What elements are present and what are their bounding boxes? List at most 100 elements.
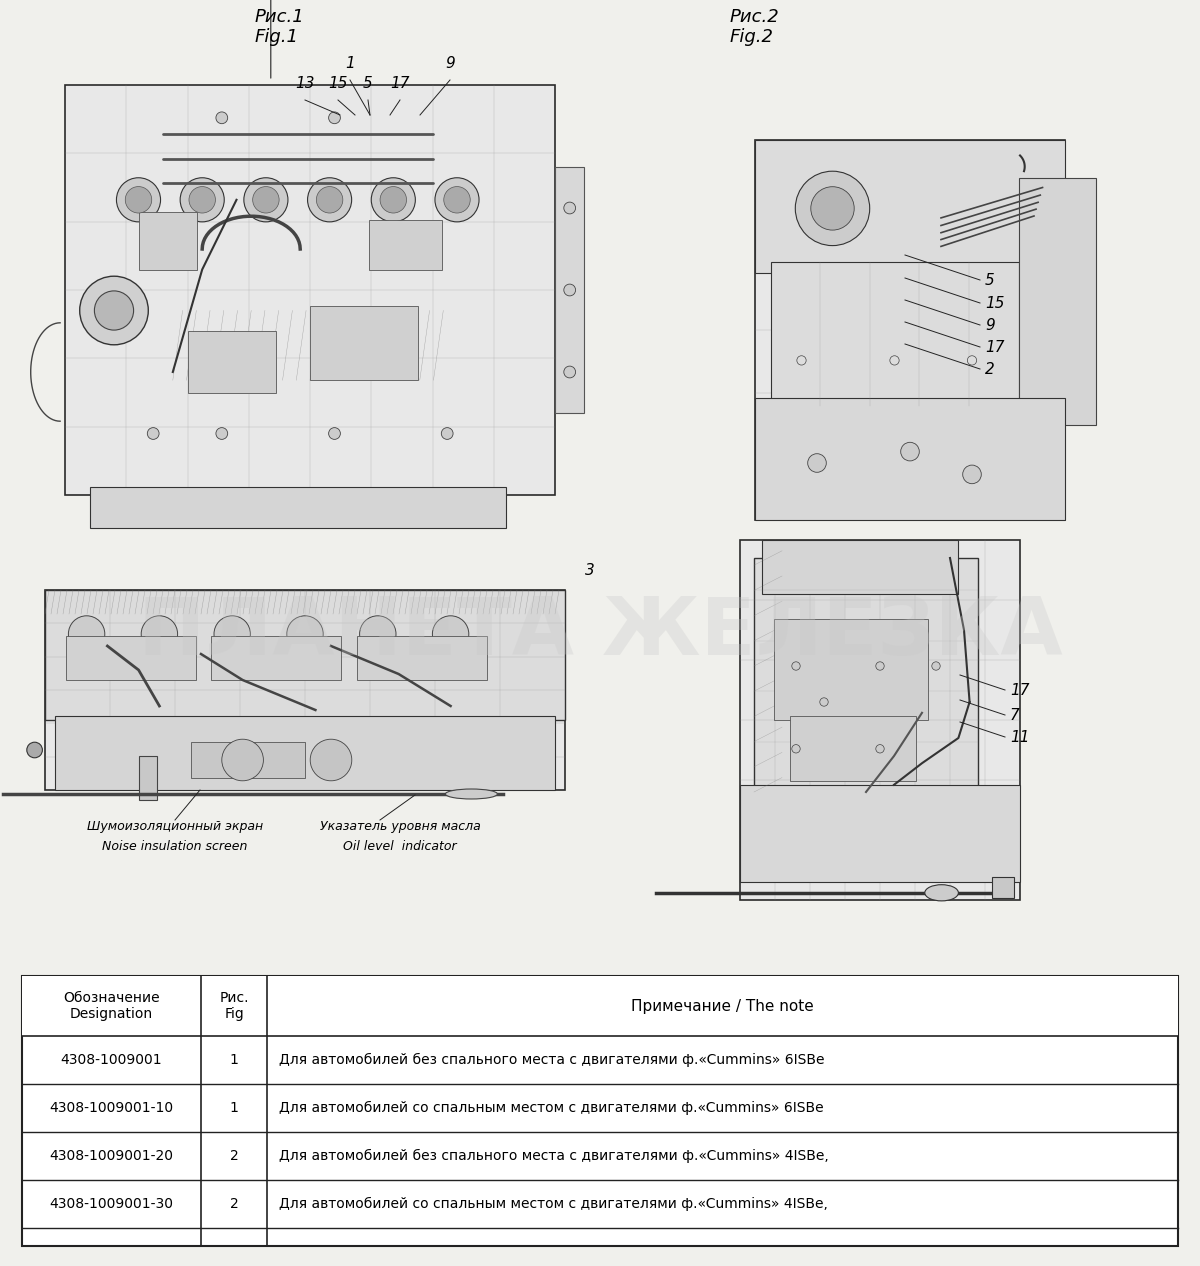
- Circle shape: [125, 186, 151, 213]
- Text: 9: 9: [985, 318, 995, 333]
- Text: 15: 15: [985, 296, 1004, 311]
- Text: Указатель уровня масла: Указатель уровня масла: [319, 820, 480, 833]
- Text: 1: 1: [229, 1053, 239, 1067]
- Circle shape: [797, 356, 806, 365]
- Text: 7: 7: [1010, 708, 1020, 723]
- Circle shape: [68, 615, 104, 652]
- Bar: [774, 619, 928, 720]
- Bar: [770, 262, 1019, 406]
- Circle shape: [142, 615, 178, 652]
- Text: Fig.2: Fig.2: [730, 28, 774, 46]
- Circle shape: [188, 186, 216, 213]
- Circle shape: [253, 186, 280, 213]
- Ellipse shape: [925, 885, 959, 901]
- Circle shape: [564, 284, 576, 296]
- Bar: [187, 330, 276, 392]
- Bar: [740, 541, 1020, 900]
- Circle shape: [329, 428, 341, 439]
- Bar: [138, 213, 197, 270]
- Text: 9: 9: [445, 56, 455, 71]
- Circle shape: [792, 662, 800, 670]
- Circle shape: [148, 428, 160, 439]
- Bar: [791, 717, 917, 781]
- Text: 17: 17: [1010, 682, 1030, 698]
- Text: 1: 1: [346, 56, 355, 71]
- Bar: [1019, 179, 1096, 425]
- Circle shape: [967, 356, 977, 365]
- Text: Примечание / The note: Примечание / The note: [631, 999, 814, 1014]
- Text: 17: 17: [390, 76, 409, 91]
- Bar: [90, 487, 506, 528]
- Text: Для автомобилей без спального места с двигателями ф.«Cummins» 6ISBe: Для автомобилей без спального места с дв…: [280, 1053, 824, 1067]
- Text: Fig.1: Fig.1: [256, 28, 299, 46]
- Circle shape: [564, 203, 576, 214]
- Bar: [211, 636, 341, 680]
- Circle shape: [901, 442, 919, 461]
- Circle shape: [792, 744, 800, 753]
- Bar: [46, 590, 565, 720]
- Circle shape: [310, 739, 352, 781]
- Circle shape: [796, 171, 870, 246]
- Text: Рис.
Fig: Рис. Fig: [220, 991, 248, 1022]
- Circle shape: [317, 186, 343, 213]
- Text: Шумоизоляционный экран: Шумоизоляционный экран: [86, 820, 263, 833]
- Text: Рис.1: Рис.1: [256, 8, 305, 27]
- Text: 5: 5: [364, 76, 373, 91]
- Bar: [22, 976, 1178, 1036]
- Circle shape: [216, 428, 228, 439]
- Text: ПЛАНЕТА ЖЕЛЕЗКА: ПЛАНЕТА ЖЕЛЕЗКА: [138, 594, 1062, 672]
- Bar: [46, 590, 565, 790]
- Text: Для автомобилей со спальным местом с двигателями ф.«Cummins» 6ISBe: Для автомобилей со спальным местом с дви…: [280, 1101, 823, 1115]
- Text: Noise insulation screen: Noise insulation screen: [102, 841, 247, 853]
- Text: Для автомобилей со спальным местом с двигателями ф.«Cummins» 4ISBe,: Для автомобилей со спальным местом с дви…: [280, 1196, 828, 1212]
- Circle shape: [876, 662, 884, 670]
- Text: 2: 2: [985, 362, 995, 377]
- Bar: [139, 756, 157, 800]
- Ellipse shape: [445, 789, 498, 799]
- Text: Oil level  indicator: Oil level indicator: [343, 841, 457, 853]
- Text: 11: 11: [1010, 730, 1030, 744]
- Text: 4308-1009001-30: 4308-1009001-30: [49, 1196, 174, 1212]
- Circle shape: [79, 276, 149, 344]
- Bar: [755, 399, 1066, 520]
- Circle shape: [962, 465, 982, 484]
- Circle shape: [380, 186, 407, 213]
- Circle shape: [222, 739, 264, 781]
- Circle shape: [876, 744, 884, 753]
- Bar: [358, 636, 487, 680]
- Circle shape: [214, 615, 251, 652]
- Circle shape: [564, 366, 576, 377]
- Circle shape: [216, 111, 228, 124]
- Circle shape: [371, 177, 415, 222]
- Circle shape: [811, 186, 854, 230]
- Text: 3: 3: [586, 563, 595, 579]
- Bar: [992, 876, 1014, 898]
- Text: Для автомобилей без спального места с двигателями ф.«Cummins» 4ISBe,: Для автомобилей без спального места с дв…: [280, 1150, 829, 1163]
- Circle shape: [26, 742, 42, 758]
- Bar: [762, 541, 959, 594]
- Circle shape: [360, 615, 396, 652]
- Circle shape: [434, 177, 479, 222]
- Bar: [22, 976, 1178, 1246]
- Circle shape: [432, 615, 469, 652]
- Circle shape: [116, 177, 161, 222]
- Circle shape: [95, 291, 133, 330]
- Circle shape: [442, 428, 454, 439]
- Circle shape: [820, 698, 828, 706]
- Circle shape: [287, 615, 323, 652]
- Text: 4308-1009001-10: 4308-1009001-10: [49, 1101, 174, 1115]
- Text: 17: 17: [985, 341, 1004, 354]
- Circle shape: [329, 111, 341, 124]
- Bar: [65, 85, 554, 495]
- Bar: [310, 306, 418, 380]
- Bar: [755, 141, 1066, 273]
- Bar: [554, 167, 584, 413]
- Bar: [55, 717, 554, 790]
- Bar: [740, 785, 1020, 882]
- Text: Рис.2: Рис.2: [730, 8, 780, 27]
- Bar: [754, 558, 978, 793]
- Text: 4308-1009001-20: 4308-1009001-20: [49, 1150, 174, 1163]
- Circle shape: [890, 356, 899, 365]
- Bar: [368, 220, 443, 270]
- Text: 5: 5: [985, 273, 995, 287]
